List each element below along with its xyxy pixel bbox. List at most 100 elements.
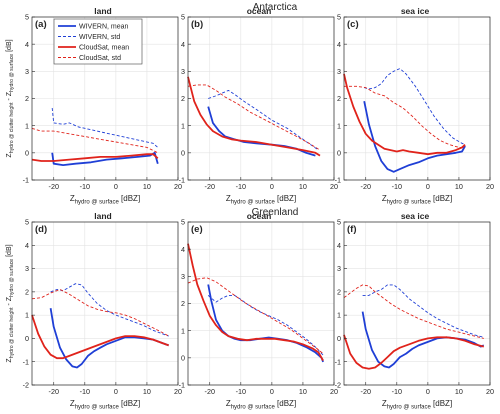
x-tick-label: 0 bbox=[270, 182, 274, 191]
y-tick-label: 5 bbox=[337, 13, 341, 22]
row-title-greenland: Greenland bbox=[252, 207, 299, 218]
series-line-cloudsat-mean bbox=[187, 243, 324, 362]
y-tick-label: 3 bbox=[181, 272, 185, 281]
panel-label: (b) bbox=[191, 19, 203, 30]
y-tick-label: 0 bbox=[25, 334, 29, 343]
y-tick-label: 2 bbox=[337, 94, 341, 103]
y-tick-label: 3 bbox=[181, 67, 185, 76]
x-tick-label: 20 bbox=[174, 182, 182, 191]
y-tick-label: 5 bbox=[25, 218, 29, 227]
series-line-wivern-std bbox=[362, 284, 484, 338]
y-tick-label: 3 bbox=[25, 264, 29, 273]
x-axis-label: Zhydro @ surface [dBZ] bbox=[70, 194, 140, 206]
panel-title: sea ice bbox=[401, 6, 430, 16]
panel-label: (d) bbox=[35, 224, 47, 235]
x-tick-label: -10 bbox=[236, 182, 246, 191]
x-tick-label: -10 bbox=[80, 182, 90, 191]
y-tick-label: 1 bbox=[337, 121, 341, 130]
y-tick-label: 2 bbox=[25, 94, 29, 103]
x-tick-label: 10 bbox=[455, 387, 463, 396]
y-tick-label: 1 bbox=[181, 121, 185, 130]
y-tick-label: 0 bbox=[181, 353, 185, 362]
y-tick-label: -1 bbox=[179, 176, 185, 185]
panel-title: ocean bbox=[247, 211, 272, 221]
y-tick-label: -2 bbox=[335, 381, 341, 390]
y-tick-label: 0 bbox=[25, 148, 29, 157]
series-line-wivern-mean bbox=[49, 308, 170, 369]
x-tick-label: -10 bbox=[236, 387, 246, 396]
x-tick-label: -20 bbox=[205, 182, 215, 191]
y-tick-label: -1 bbox=[23, 357, 29, 366]
y-tick-label: -1 bbox=[335, 176, 341, 185]
y-tick-label: 5 bbox=[25, 13, 29, 22]
panel-label: (c) bbox=[347, 19, 359, 30]
x-tick-label: 10 bbox=[299, 182, 307, 191]
x-tick-label: -20 bbox=[49, 387, 59, 396]
x-tick-label: -20 bbox=[49, 182, 59, 191]
series-line-cloudsat-mean bbox=[343, 334, 485, 370]
y-tick-label: -2 bbox=[23, 381, 29, 390]
axes-box bbox=[31, 221, 179, 386]
y-axis-label: Zhydro @ clutter height - Zhydro @ surfa… bbox=[6, 244, 15, 362]
x-tick-label: 0 bbox=[270, 387, 274, 396]
x-axis-label: Zhydro @ surface [dBZ] bbox=[382, 399, 452, 411]
x-axis-label: Zhydro @ surface [dBZ] bbox=[226, 194, 296, 206]
panel-label: (f) bbox=[347, 224, 357, 235]
y-tick-label: 5 bbox=[337, 218, 341, 227]
x-tick-label: 0 bbox=[114, 182, 118, 191]
y-tick-label: 1 bbox=[25, 311, 29, 320]
x-tick-label: 10 bbox=[455, 182, 463, 191]
y-tick-label: 2 bbox=[25, 287, 29, 296]
y-tick-label: -1 bbox=[23, 176, 29, 185]
series-line-cloudsat-mean bbox=[31, 153, 159, 162]
series-line-wivern-mean bbox=[207, 106, 316, 157]
x-tick-label: 20 bbox=[486, 182, 494, 191]
x-tick-label: 10 bbox=[299, 387, 307, 396]
x-axis-label: Zhydro @ surface [dBZ] bbox=[382, 194, 452, 206]
y-tick-label: 2 bbox=[181, 94, 185, 103]
legend-label: WIVERN, mean bbox=[79, 24, 129, 31]
series-line-cloudsat-mean bbox=[31, 314, 170, 360]
x-axis-label: Zhydro @ surface [dBZ] bbox=[226, 399, 296, 411]
legend-label: WIVERN, std bbox=[79, 34, 120, 41]
x-tick-label: 10 bbox=[143, 387, 151, 396]
series-line-wivern-mean bbox=[363, 101, 466, 173]
y-tick-label: -1 bbox=[179, 381, 185, 390]
series-line-wivern-mean bbox=[361, 311, 485, 369]
y-tick-label: 3 bbox=[337, 264, 341, 273]
row-title-antarctica: Antarctica bbox=[253, 2, 298, 13]
y-tick-label: 1 bbox=[25, 121, 29, 130]
y-axis-label: Zhydro @ clutter height - Zhydro @ surfa… bbox=[6, 39, 15, 157]
panel-label: (e) bbox=[191, 224, 203, 235]
series-line-wivern-std bbox=[51, 107, 159, 148]
panel-label: (a) bbox=[35, 19, 47, 30]
y-tick-label: 3 bbox=[337, 67, 341, 76]
panel-title: sea ice bbox=[401, 211, 430, 221]
x-axis-label: Zhydro @ surface [dBZ] bbox=[70, 399, 140, 411]
panel-title: land bbox=[94, 6, 111, 16]
series-line-wivern-std bbox=[364, 68, 466, 146]
series-line-cloudsat-std bbox=[343, 284, 484, 339]
series-line-cloudsat-mean bbox=[343, 73, 466, 156]
y-tick-label: 3 bbox=[25, 67, 29, 76]
panel-title: ocean bbox=[247, 6, 272, 16]
x-tick-label: -10 bbox=[392, 182, 402, 191]
y-tick-label: 2 bbox=[181, 299, 185, 308]
series-line-cloudsat-mean bbox=[187, 76, 321, 157]
y-tick-label: 2 bbox=[337, 287, 341, 296]
y-tick-label: 4 bbox=[337, 40, 341, 49]
axes-box bbox=[343, 221, 491, 386]
x-tick-label: 0 bbox=[426, 387, 430, 396]
legend-label: CloudSat, mean bbox=[79, 45, 129, 52]
series-line-cloudsat-std bbox=[31, 127, 158, 154]
x-tick-label: 20 bbox=[486, 387, 494, 396]
y-tick-label: 4 bbox=[25, 241, 29, 250]
